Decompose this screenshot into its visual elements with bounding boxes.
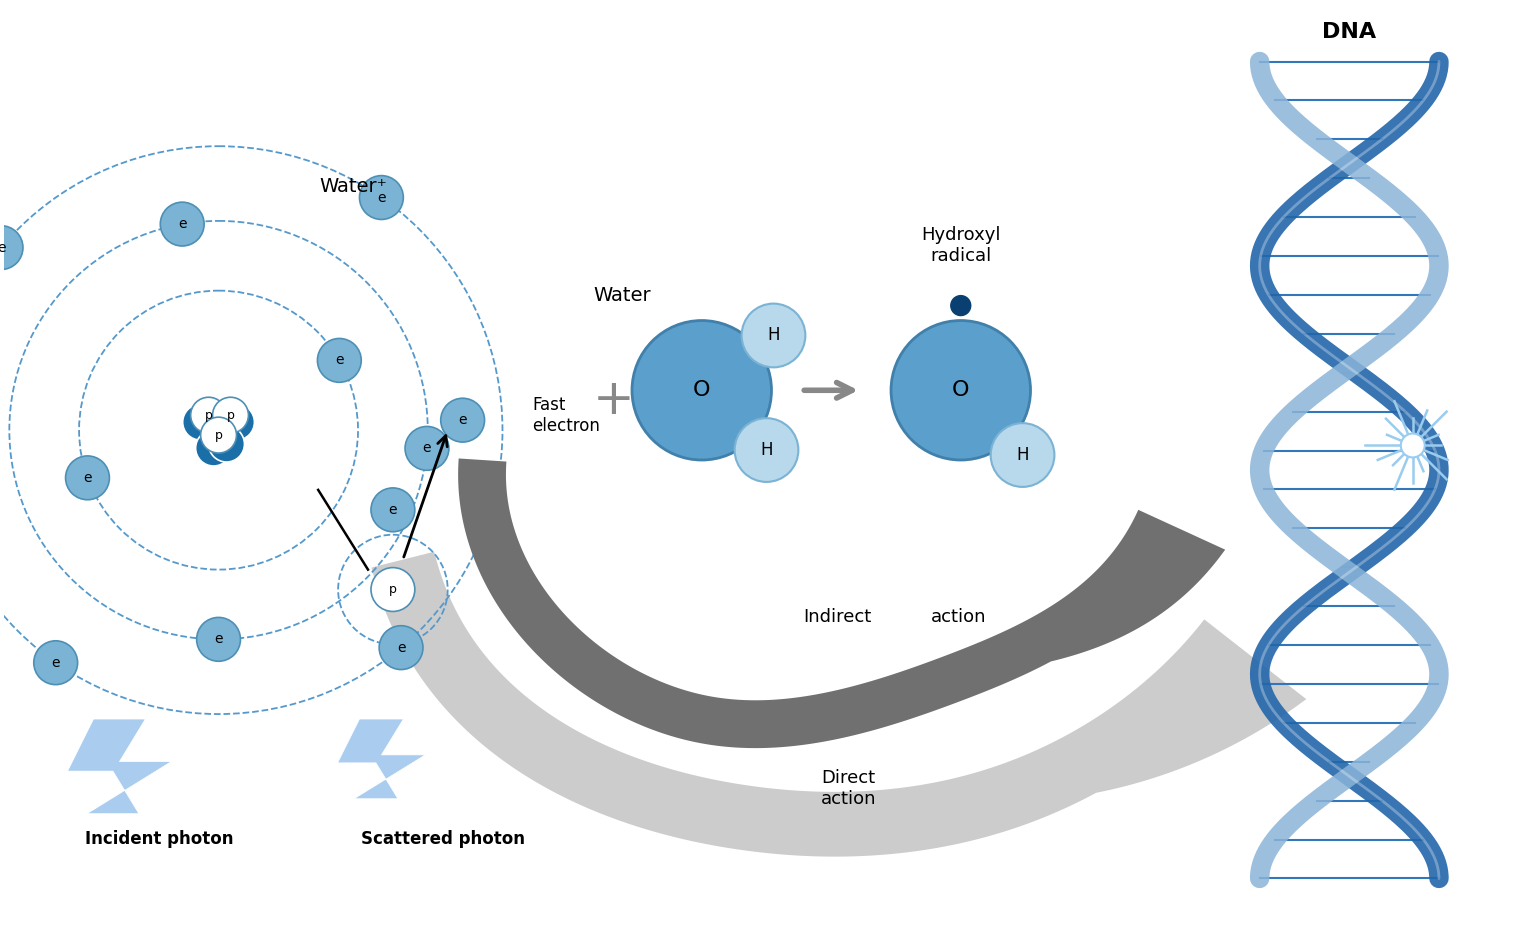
- Polygon shape: [372, 552, 1306, 857]
- Text: Scattered photon: Scattered photon: [361, 830, 524, 847]
- Circle shape: [66, 456, 109, 500]
- Circle shape: [632, 320, 772, 460]
- Text: p: p: [205, 408, 212, 421]
- Text: O: O: [694, 381, 711, 400]
- Circle shape: [317, 339, 361, 382]
- Circle shape: [735, 419, 798, 482]
- Text: n: n: [209, 442, 217, 455]
- Circle shape: [183, 405, 218, 440]
- Polygon shape: [68, 720, 171, 814]
- Circle shape: [360, 176, 403, 219]
- Circle shape: [34, 641, 77, 684]
- Text: e: e: [51, 656, 60, 669]
- Circle shape: [371, 568, 415, 611]
- Circle shape: [741, 304, 806, 368]
- Text: e: e: [178, 217, 186, 232]
- Circle shape: [891, 320, 1030, 460]
- Circle shape: [441, 398, 484, 442]
- Text: H: H: [1017, 446, 1029, 464]
- Circle shape: [950, 295, 970, 316]
- Circle shape: [380, 626, 423, 669]
- Text: e: e: [423, 442, 431, 456]
- Text: Hydroxyl
radical: Hydroxyl radical: [921, 227, 1001, 265]
- Circle shape: [1401, 433, 1424, 457]
- Circle shape: [212, 397, 249, 433]
- Text: p: p: [389, 583, 397, 596]
- Text: e: e: [397, 641, 406, 655]
- Circle shape: [191, 397, 226, 433]
- Circle shape: [404, 427, 449, 470]
- Text: e: e: [83, 470, 92, 485]
- Text: H: H: [767, 327, 780, 344]
- Text: Incident photon: Incident photon: [85, 830, 234, 847]
- Text: Water⁺: Water⁺: [318, 177, 388, 195]
- Text: +: +: [594, 376, 635, 424]
- Circle shape: [0, 226, 23, 269]
- Text: Indirect: Indirect: [803, 608, 871, 626]
- Text: e: e: [389, 503, 397, 517]
- Circle shape: [160, 202, 205, 246]
- Circle shape: [990, 423, 1055, 487]
- Text: e: e: [377, 191, 386, 205]
- Text: e: e: [458, 413, 468, 427]
- Text: p: p: [226, 408, 234, 421]
- Circle shape: [195, 430, 232, 466]
- Circle shape: [371, 488, 415, 532]
- Text: n: n: [232, 416, 240, 429]
- Circle shape: [209, 426, 245, 462]
- Text: DNA: DNA: [1323, 21, 1377, 42]
- Circle shape: [200, 418, 237, 453]
- Text: O: O: [952, 381, 969, 400]
- Text: Fast
electron: Fast electron: [532, 395, 600, 434]
- Text: n: n: [223, 438, 231, 451]
- Text: e: e: [335, 354, 343, 368]
- Text: p: p: [215, 429, 223, 442]
- Text: e: e: [0, 241, 5, 255]
- Circle shape: [197, 618, 240, 661]
- Polygon shape: [338, 720, 426, 799]
- Text: Water: Water: [594, 286, 651, 306]
- Circle shape: [218, 405, 254, 440]
- Text: H: H: [760, 441, 772, 459]
- Text: action: action: [930, 608, 986, 626]
- Text: Direct
action: Direct action: [821, 770, 877, 808]
- Text: n: n: [197, 416, 205, 429]
- Polygon shape: [458, 458, 1226, 748]
- Text: e: e: [214, 632, 223, 646]
